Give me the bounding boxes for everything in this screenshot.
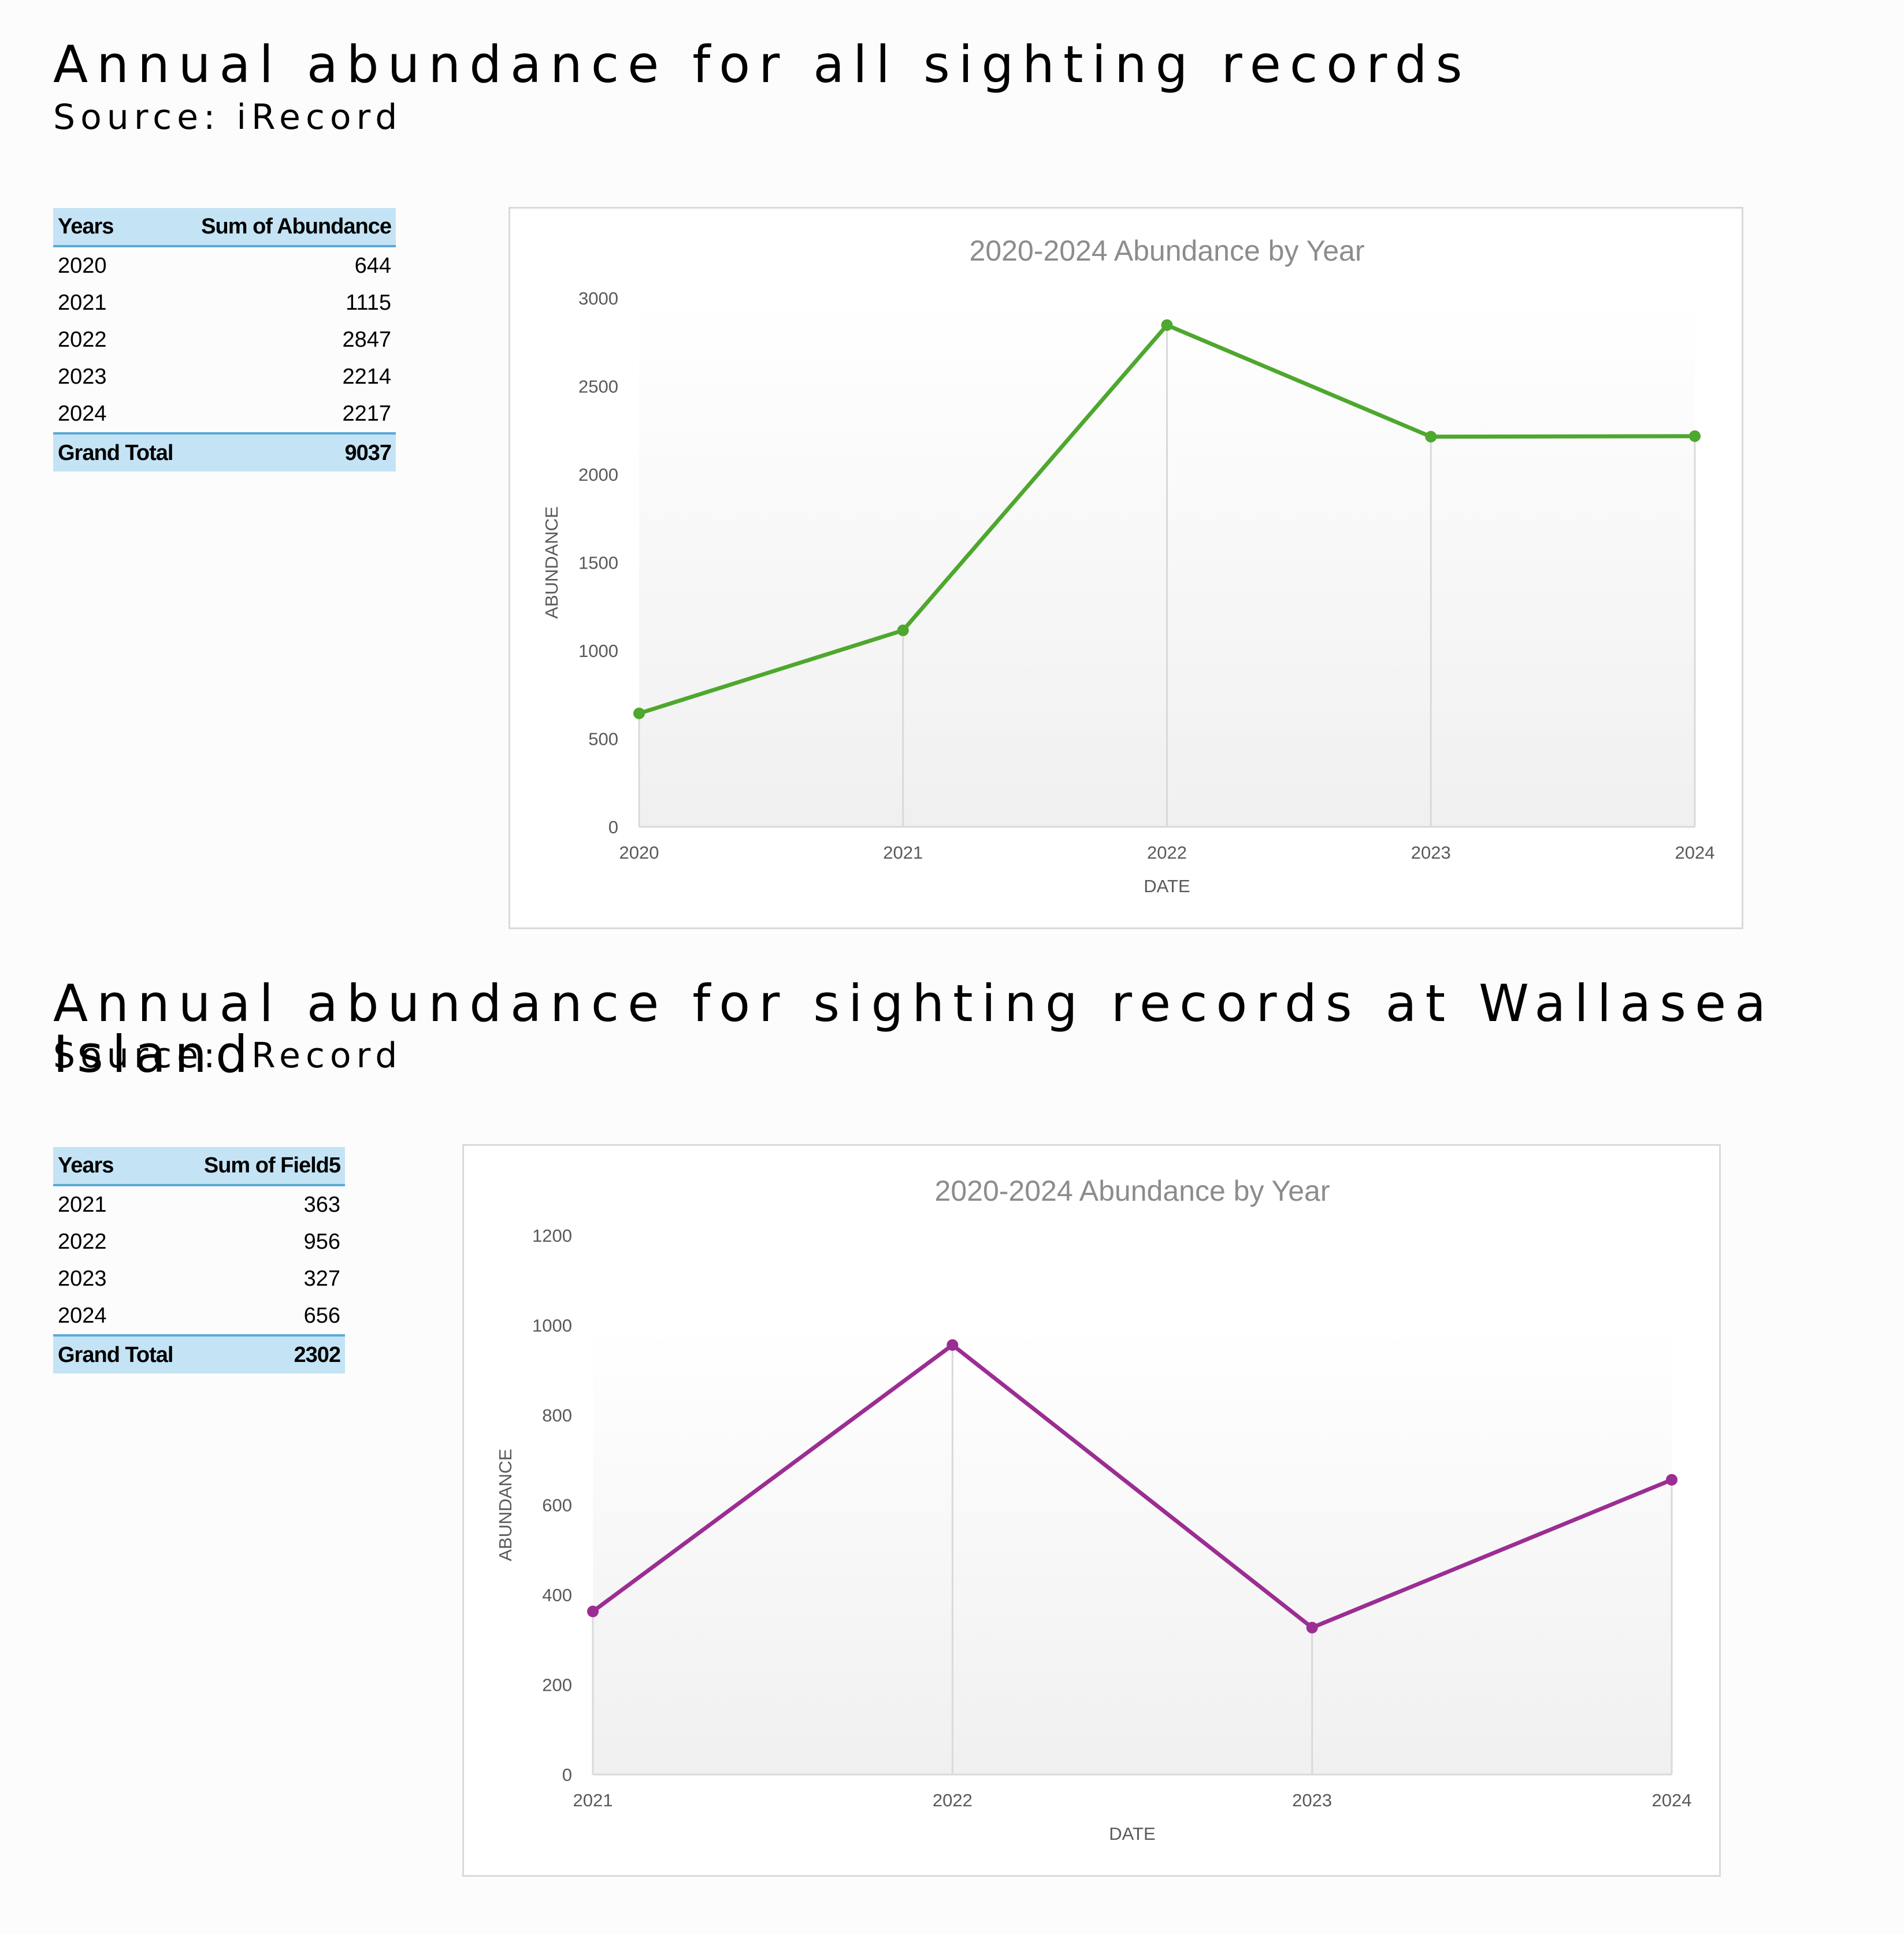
column-header-years[interactable]: Years xyxy=(53,208,185,247)
column-header-sum[interactable]: Sum of Abundance xyxy=(185,208,396,247)
data-point[interactable] xyxy=(1306,1621,1318,1634)
section-2-subtitle: Source: iRecord xyxy=(53,1035,403,1076)
row-value: 644 xyxy=(354,253,391,278)
row-year: 2024 xyxy=(58,1303,107,1328)
table-row: 2024 656 xyxy=(53,1297,345,1335)
row-value: 363 xyxy=(303,1192,340,1217)
row-year: 2024 xyxy=(58,401,107,426)
table-row: 2021 363 xyxy=(53,1185,345,1223)
section-1-title: Annual abundance for all sighting record… xyxy=(53,35,1471,94)
row-value: 656 xyxy=(303,1303,340,1328)
row-value: 327 xyxy=(303,1266,340,1291)
y-tick-label: 2500 xyxy=(578,377,618,397)
plot-area xyxy=(593,1325,1672,1775)
y-axis-title: ABUNDANCE xyxy=(541,506,562,619)
data-point[interactable] xyxy=(947,1339,959,1351)
y-tick-label: 1000 xyxy=(532,1316,572,1336)
row-year: 2023 xyxy=(58,364,107,389)
table-row: 2020 644 xyxy=(53,246,396,284)
pivot-header-row: Years Sum of Field5 xyxy=(53,1147,345,1186)
series-line xyxy=(591,1343,1674,1630)
data-point[interactable] xyxy=(1666,1473,1677,1486)
y-tick-label: 400 xyxy=(542,1585,572,1605)
row-value: 956 xyxy=(303,1229,340,1254)
chart-svg: 2020-2024 Abundance by Year 0 200 400 600 800… xyxy=(495,1175,1692,1844)
row-year: 2023 xyxy=(58,1266,107,1291)
y-tick-label: 500 xyxy=(588,729,618,749)
x-axis-title: DATE xyxy=(1109,1824,1155,1844)
x-tick-label: 2022 xyxy=(1147,842,1187,863)
table-row: 2022 956 xyxy=(53,1223,345,1260)
grand-total-label: Grand Total xyxy=(53,1334,188,1374)
pivot-table-all-records: Years Sum of Abundance 2020 644 2021 1115 … xyxy=(53,208,396,472)
x-tick-label: 2024 xyxy=(1652,1790,1692,1810)
row-year: 2021 xyxy=(58,1192,107,1217)
row-value: 2847 xyxy=(342,327,391,352)
x-tick-label: 2024 xyxy=(1675,842,1715,863)
chart-svg: 2020-2024 Abundance by Year 0 500 1000 1500 2… xyxy=(541,235,1715,896)
table-row: 2023 2214 xyxy=(53,358,396,395)
x-tick-label: 2021 xyxy=(573,1790,613,1810)
grand-total-row: Grand Total 2302 xyxy=(53,1334,345,1374)
data-point[interactable] xyxy=(633,707,645,719)
section-2-title: Annual abundance for sighting records at… xyxy=(53,974,1775,1084)
table-row: 2023 327 xyxy=(53,1260,345,1297)
x-tick-label: 2021 xyxy=(883,842,923,863)
y-tick-label: 1500 xyxy=(578,553,618,573)
grand-total-label: Grand Total xyxy=(53,432,185,472)
x-tick-label: 2023 xyxy=(1411,842,1451,863)
y-tick-label: 0 xyxy=(562,1765,572,1785)
y-tick-label: 800 xyxy=(542,1405,572,1426)
column-header-sum[interactable]: Sum of Field5 xyxy=(187,1147,345,1186)
x-tick-label: 2020 xyxy=(619,842,659,863)
section-1-subtitle: Source: iRecord xyxy=(53,97,403,138)
row-year: 2022 xyxy=(58,1229,107,1254)
row-value: 1115 xyxy=(346,290,391,315)
data-point[interactable] xyxy=(1425,430,1437,443)
table-row: 2024 2217 xyxy=(53,395,396,433)
y-tick-label: 2000 xyxy=(578,465,618,485)
y-tick-label: 200 xyxy=(542,1675,572,1695)
grand-total-value: 2302 xyxy=(187,1334,345,1374)
pivot-header-row: Years Sum of Abundance xyxy=(53,208,396,247)
y-tick-label: 1000 xyxy=(578,641,618,661)
line-chart-all-records[interactable]: 2020-2024 Abundance by Year 0 500 1000 1500 2… xyxy=(509,207,1743,929)
y-tick-label: 600 xyxy=(542,1495,572,1516)
y-tick-label: 3000 xyxy=(578,288,618,309)
pivot-table-wallasea: Years Sum of Field5 2021 363 2022 956 2023… xyxy=(53,1147,345,1374)
row-year: 2020 xyxy=(58,253,107,278)
data-point[interactable] xyxy=(1161,319,1173,331)
chart-title: 2020-2024 Abundance by Year xyxy=(935,1175,1330,1207)
data-point[interactable] xyxy=(897,624,909,636)
x-tick-label: 2023 xyxy=(1292,1790,1332,1810)
data-point[interactable] xyxy=(587,1605,599,1617)
x-axis-title: DATE xyxy=(1144,876,1190,896)
row-value: 2214 xyxy=(342,364,391,389)
grand-total-row: Grand Total 9037 xyxy=(53,432,396,472)
grand-total-value: 9037 xyxy=(185,432,396,472)
y-tick-label: 0 xyxy=(608,817,618,837)
chart-title: 2020-2024 Abundance by Year xyxy=(970,235,1365,267)
table-row: 2021 1115 xyxy=(53,284,396,321)
table-row: 2022 2847 xyxy=(53,321,396,358)
line-chart-wallasea[interactable]: 2020-2024 Abundance by Year 0 200 400 600 800… xyxy=(462,1144,1721,1877)
x-tick-label: 2022 xyxy=(933,1790,973,1810)
row-year: 2022 xyxy=(58,327,107,352)
data-point[interactable] xyxy=(1689,430,1701,442)
y-axis-title: ABUNDANCE xyxy=(495,1449,515,1561)
column-header-years[interactable]: Years xyxy=(53,1147,188,1186)
row-year: 2021 xyxy=(58,290,107,315)
y-tick-label: 1200 xyxy=(532,1226,572,1246)
row-value: 2217 xyxy=(342,401,391,426)
